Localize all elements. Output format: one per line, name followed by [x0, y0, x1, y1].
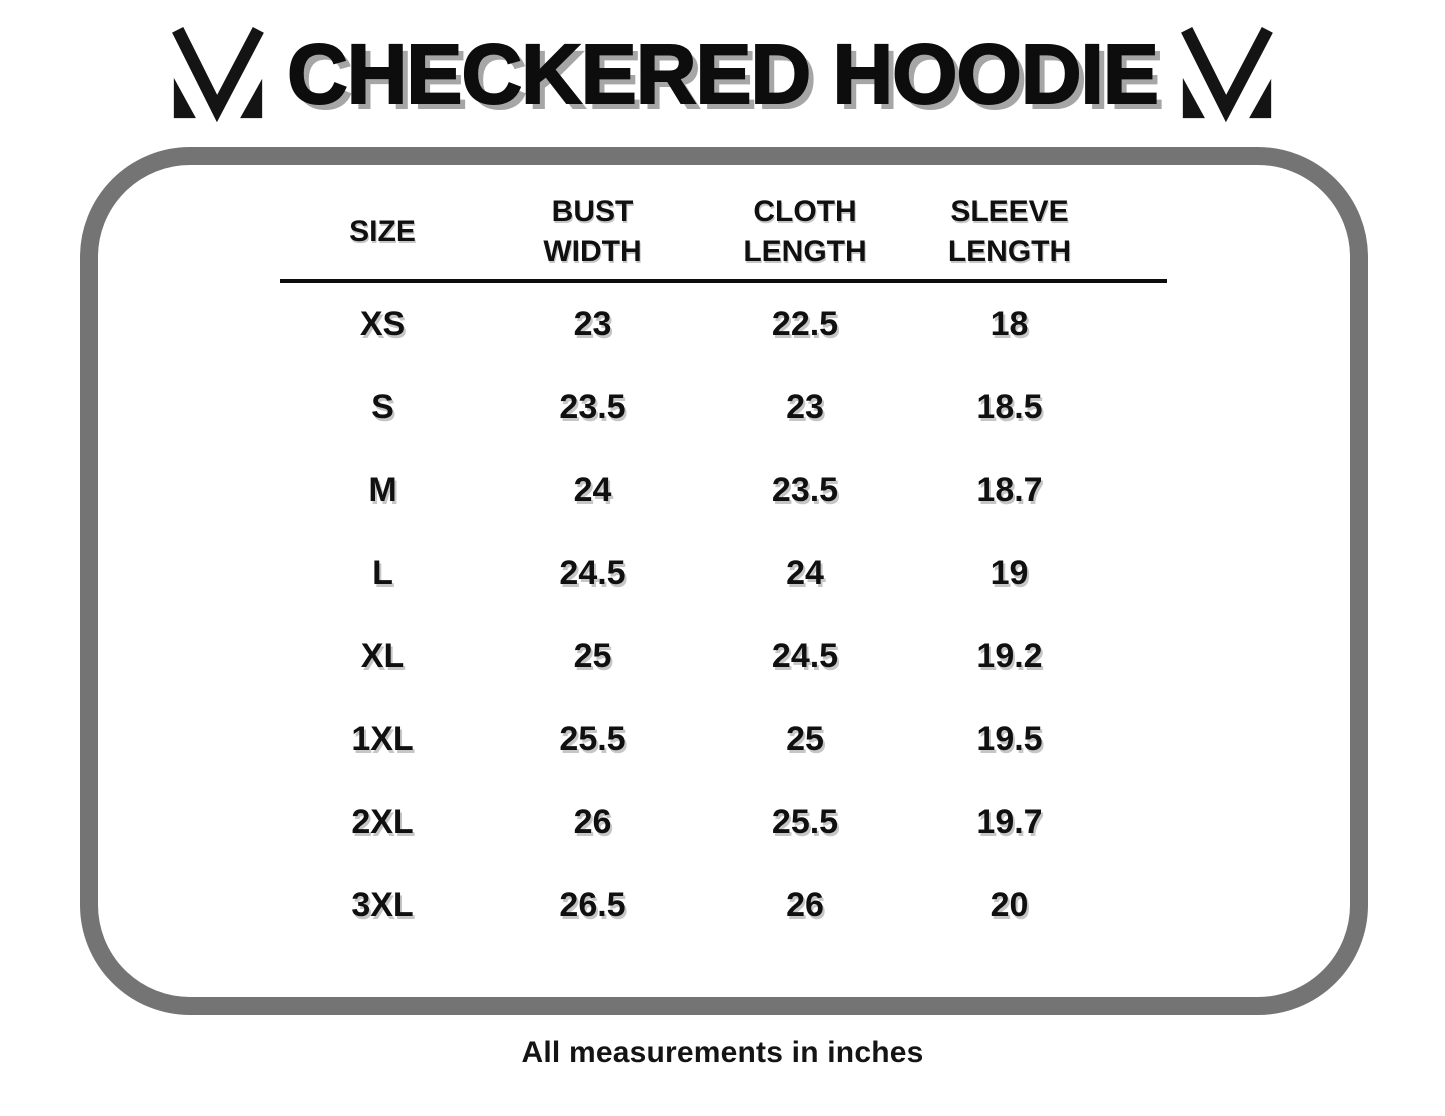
column-header-cloth-length: CLOTH LENGTH	[743, 195, 867, 268]
measurement-cell: 24.5	[771, 637, 839, 675]
table-row: 3XL 26.5 26 20	[280, 864, 1167, 947]
size-cell: M	[368, 471, 397, 509]
header-divider	[280, 279, 1167, 283]
size-cell: XS	[359, 305, 406, 343]
measurement-cell: 26	[786, 886, 824, 924]
measurement-cell: 26.5	[559, 886, 626, 924]
column-header-size: SIZE	[349, 215, 416, 249]
measurement-cell: 23.5	[771, 471, 839, 509]
size-cell: L	[372, 554, 393, 592]
measurement-cell: 23.5	[559, 388, 626, 426]
table-row: 2XL 26 25.5 19.7	[280, 781, 1167, 864]
measurement-cell: 18	[990, 305, 1029, 343]
measurement-cell: 18.5	[976, 388, 1043, 426]
page-header: CHECKERED HOODIE	[0, 18, 1445, 130]
brand-logo-icon	[1178, 26, 1276, 123]
measurement-cell: 23	[786, 388, 824, 426]
measurement-cell: 25	[786, 720, 824, 758]
table-row: M 24 23.5 18.7	[280, 449, 1167, 532]
measurement-cell: 19.5	[976, 720, 1043, 758]
measurement-cell: 22.5	[771, 305, 839, 343]
measurement-cell: 26	[573, 803, 612, 841]
brand-logo-icon	[169, 26, 267, 123]
table-row: XS 23 22.5 18	[280, 283, 1167, 366]
measurement-cell: 24	[573, 471, 612, 509]
table-row: L 24.5 24 19	[280, 532, 1167, 615]
measurement-cell: 19.7	[976, 803, 1043, 841]
size-cell: S	[371, 388, 394, 426]
measurement-cell: 24.5	[559, 554, 626, 592]
table-body: XS 23 22.5 18 S 23.5 23 18.5 M 24 23.5 18.7 L 24.5 24 1…	[280, 283, 1167, 947]
column-header-sleeve-length: SLEEVE LENGTH	[947, 195, 1072, 268]
measurement-cell: 25.5	[559, 720, 626, 758]
measurement-cell: 19	[990, 554, 1029, 592]
table-row: S 23.5 23 18.5	[280, 366, 1167, 449]
table-header-row: SIZE BUST WIDTH CLOTH LENGTH SLEEVE LENG…	[280, 189, 1167, 275]
measurement-cell: 24	[786, 554, 824, 592]
page-title: CHECKERED HOODIE	[286, 26, 1160, 122]
table-row: XL 25 24.5 19.2	[280, 615, 1167, 698]
measurement-cell: 19.2	[976, 637, 1043, 675]
size-cell: 3XL	[351, 886, 414, 924]
measurement-cell: 25	[573, 637, 612, 675]
measurement-cell: 18.7	[976, 471, 1043, 509]
size-chart-table: SIZE BUST WIDTH CLOTH LENGTH SLEEVE LENG…	[280, 189, 1167, 947]
size-cell: 1XL	[351, 720, 414, 758]
size-cell: 2XL	[351, 803, 414, 841]
table-row: 1XL 25.5 25 19.5	[280, 698, 1167, 781]
size-cell: XL	[360, 637, 405, 675]
size-chart-panel: SIZE BUST WIDTH CLOTH LENGTH SLEEVE LENG…	[80, 147, 1368, 1015]
column-header-bust-width: BUST WIDTH	[543, 195, 642, 268]
measurement-cell: 25.5	[771, 803, 839, 841]
measurements-note: All measurements in inches	[521, 1036, 924, 1069]
measurement-cell: 23	[573, 305, 612, 343]
measurement-cell: 20	[990, 886, 1029, 924]
